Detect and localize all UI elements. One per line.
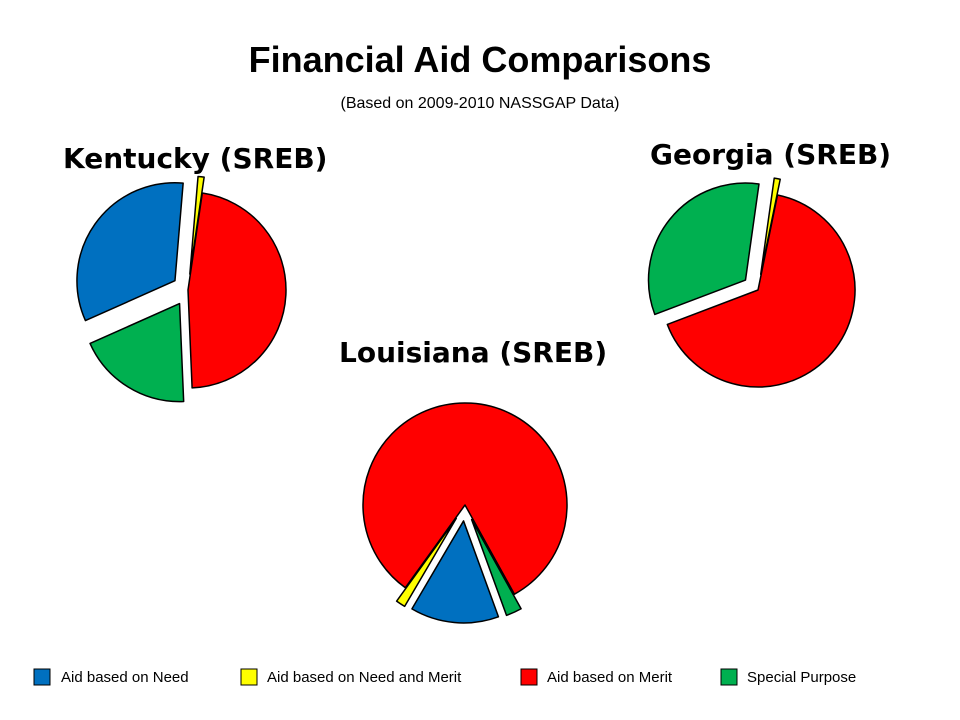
legend-label-special: Special Purpose: [747, 669, 856, 686]
subtitle: (Based on 2009-2010 NASSGAP Data): [341, 95, 620, 112]
legend: Aid based on Need Aid based on Need and …: [33, 668, 856, 686]
legend-label-need-merit: Aid based on Need and Merit: [267, 669, 462, 686]
legend-swatch-need: [33, 668, 51, 686]
legend-swatch-special: [720, 668, 738, 686]
kentucky-slice-need: [76, 181, 184, 322]
legend-label-merit: Aid based on Merit: [547, 669, 673, 686]
georgia-slice-merit: [666, 194, 856, 388]
legend-label-need: Aid based on Need: [61, 669, 189, 686]
louisiana-pie: [362, 402, 568, 624]
kentucky-slice-merit: [187, 192, 287, 389]
kentucky-chart-title: Kentucky (SREB): [63, 142, 327, 175]
louisiana-slice-need: [411, 520, 500, 624]
georgia-chart-title: Georgia (SREB): [650, 138, 891, 171]
legend-swatch-merit: [520, 668, 538, 686]
louisiana-slice-need-merit: [395, 517, 458, 608]
kentucky-pie: [76, 175, 287, 403]
main-title: Financial Aid Comparisons: [249, 39, 712, 80]
louisiana-chart-title: Louisiana (SREB): [339, 336, 607, 369]
georgia-slice-special: [647, 182, 760, 316]
louisiana-slice-merit: [362, 402, 568, 595]
louisiana-slice-special: [470, 518, 522, 617]
legend-swatch-need-merit: [240, 668, 258, 686]
kentucky-slice-special: [89, 302, 185, 403]
georgia-pie: [647, 177, 856, 388]
